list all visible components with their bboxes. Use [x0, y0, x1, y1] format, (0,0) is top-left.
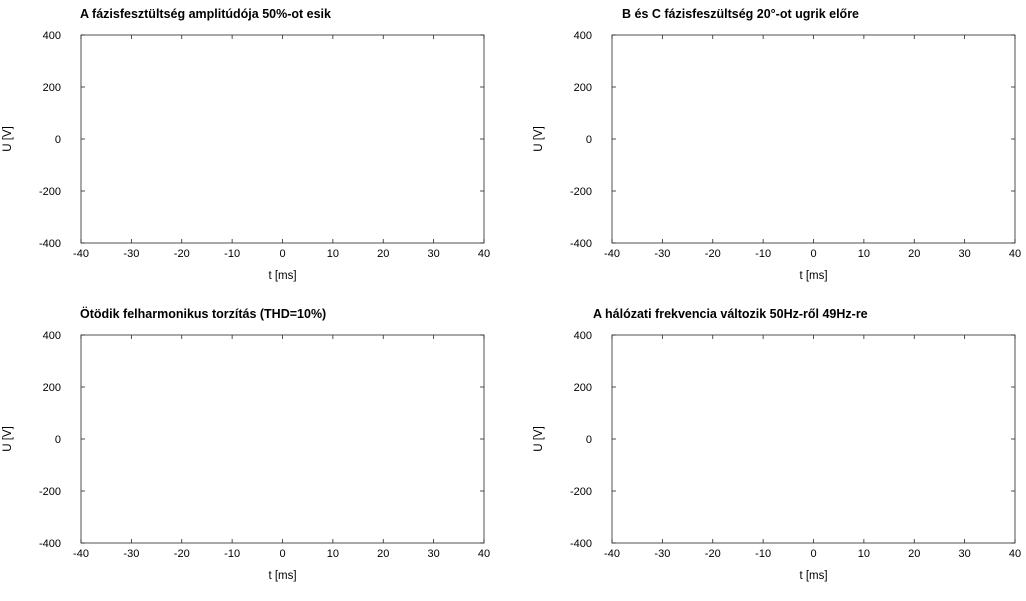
x-tick-label: -40 — [73, 548, 89, 560]
y-tick-label: -200 — [39, 486, 61, 498]
y-tick-label: 400 — [574, 330, 592, 342]
chart-panel-1: -40 -30 -20 -10 0 10 20 30 40 -400 -200 0 200 400 A fá… — [2, 7, 490, 282]
x-tick-label: 20 — [377, 248, 389, 260]
y-tick-label: 0 — [586, 434, 592, 446]
x-tick-label: 10 — [858, 248, 870, 260]
y-tick-label: 400 — [43, 30, 61, 42]
chart-panel-3: -40 -30 -20 -10 0 10 20 30 40 -400 -200 0 200 400 Ötöd… — [2, 306, 490, 582]
chart-title: B és C fázisfeszültség 20°-ot ugrik előr… — [622, 7, 859, 21]
y-tick-label: 200 — [574, 382, 592, 394]
chart-title: Ötödik felharmonikus torzítás (THD=10%) — [80, 306, 326, 321]
y-tick-label: 400 — [574, 30, 592, 42]
y-tick-label: 200 — [43, 382, 61, 394]
x-tick-label: 20 — [908, 248, 920, 260]
x-axis-label: t [ms] — [268, 570, 296, 582]
x-tick-label: -10 — [755, 248, 771, 260]
x-tick-label: -30 — [123, 548, 139, 560]
x-axis-label: t [ms] — [799, 270, 827, 282]
x-tick-label: 10 — [327, 548, 339, 560]
x-tick-label: 10 — [327, 248, 339, 260]
y-tick-label: 200 — [43, 82, 61, 94]
x-tick-label: 40 — [478, 248, 490, 260]
x-tick-label: 40 — [1009, 548, 1021, 560]
x-tick-label: -10 — [755, 548, 771, 560]
y-tick-label: -400 — [570, 538, 592, 550]
y-axis-label: U [V] — [533, 126, 545, 152]
plot-frame — [611, 334, 1016, 544]
x-tick-label: 0 — [279, 548, 285, 560]
y-axis-label: U [V] — [2, 126, 14, 152]
x-tick-label: 0 — [810, 548, 816, 560]
x-tick-label: 20 — [908, 548, 920, 560]
y-tick-label: -400 — [39, 238, 61, 250]
x-tick-label: -40 — [73, 248, 89, 260]
y-tick-label: -400 — [39, 538, 61, 550]
chart-title: A fázisfesztültség amplitúdója 50%-ot es… — [80, 7, 331, 21]
x-axis-label: t [ms] — [268, 270, 296, 282]
x-tick-label: -10 — [224, 548, 240, 560]
x-tick-label: -30 — [654, 548, 670, 560]
chart-panel-2: -40 -30 -20 -10 0 10 20 30 40 -400 -200 0 200 400 B és… — [533, 7, 1021, 282]
y-tick-label: -200 — [39, 186, 61, 198]
x-tick-label: 0 — [810, 248, 816, 260]
x-tick-label: 10 — [858, 548, 870, 560]
x-tick-label: -20 — [705, 548, 721, 560]
plot-frame — [611, 34, 1016, 244]
x-tick-label: 30 — [959, 248, 971, 260]
x-tick-label: 20 — [377, 548, 389, 560]
x-tick-label: 30 — [428, 548, 440, 560]
y-tick-label: 0 — [55, 134, 61, 146]
x-tick-label: 30 — [428, 248, 440, 260]
x-tick-label: -30 — [123, 248, 139, 260]
x-tick-label: -20 — [705, 248, 721, 260]
x-tick-label: 0 — [279, 248, 285, 260]
plot-frame — [80, 34, 485, 244]
x-tick-label: -40 — [604, 248, 620, 260]
y-tick-label: 0 — [55, 434, 61, 446]
plot-frame — [80, 334, 485, 544]
x-tick-label: 40 — [1009, 248, 1021, 260]
chart-title: A hálózati frekvencia változik 50Hz-ről … — [593, 307, 868, 321]
x-tick-label: -30 — [654, 248, 670, 260]
x-tick-label: 40 — [478, 548, 490, 560]
x-tick-label: 30 — [959, 548, 971, 560]
x-tick-label: -10 — [224, 248, 240, 260]
x-axis-label: t [ms] — [799, 570, 827, 582]
y-tick-label: 0 — [586, 134, 592, 146]
x-tick-label: -20 — [174, 548, 190, 560]
y-axis-label: U [V] — [2, 426, 14, 452]
y-tick-label: -200 — [570, 186, 592, 198]
y-axis-label: U [V] — [533, 426, 545, 452]
y-tick-label: 400 — [43, 330, 61, 342]
y-tick-label: -400 — [570, 238, 592, 250]
x-tick-label: -40 — [604, 548, 620, 560]
y-tick-label: -200 — [570, 486, 592, 498]
y-tick-label: 200 — [574, 82, 592, 94]
x-tick-label: -20 — [174, 248, 190, 260]
